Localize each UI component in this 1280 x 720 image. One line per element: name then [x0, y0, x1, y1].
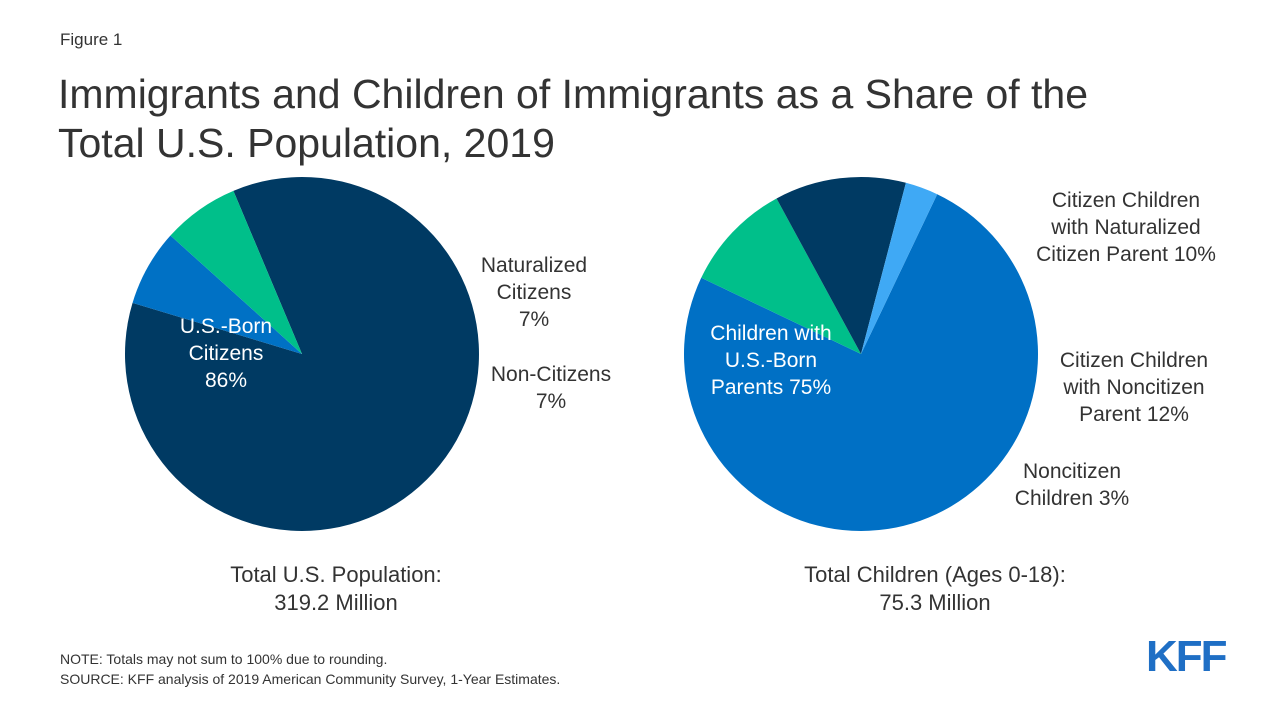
right-caption-line-2: 75.3 Million — [879, 590, 991, 615]
pie-1-slice-0-label: Children with U.S.-Born Parents 75% — [710, 322, 831, 399]
pie-1-slice-2-label: Citizen Children with Noncitizen Parent 12… — [1060, 349, 1208, 426]
pie-1-slice-3-label-line-0: Noncitizen — [1023, 460, 1121, 483]
right-chart-caption: Total Children (Ages 0-18): 75.3 Million — [735, 561, 1135, 617]
chart-title: Immigrants and Children of Immigrants as… — [58, 70, 1208, 168]
figure-label: Figure 1 — [60, 30, 123, 49]
pie-0-slice-1-label-line-1: Citizens — [497, 281, 572, 304]
pie-0-slice-2-label-line-1: 7% — [536, 390, 566, 413]
source-text: SOURCE: KFF analysis of 2019 American Co… — [60, 671, 561, 687]
pie-1-slice-0-label-line-2: Parents 75% — [711, 376, 831, 399]
pie-1-slice-0 — [683, 194, 1038, 531]
pie-1-slice-1 — [701, 198, 861, 354]
left-caption-line-1: Total U.S. Population: — [230, 562, 442, 587]
title-line-2: Total U.S. Population, 2019 — [58, 120, 555, 166]
pie-1-slice-1-label-line-2: Citizen Parent 10% — [1036, 243, 1216, 266]
pie-0-slice-1-label-line-0: Naturalized — [481, 254, 587, 277]
pie-0-slice-0-label-line-1: Citizens — [189, 342, 264, 365]
pie-0-slice-1-label: Naturalized Citizens 7% — [481, 254, 587, 331]
pie-0-slice-2 — [170, 190, 302, 354]
pie-1-slice-2-label-line-0: Citizen Children — [1060, 349, 1208, 372]
kff-logo: KFF — [1146, 632, 1228, 681]
pie-1-slice-2 — [776, 176, 906, 354]
note-text: NOTE: Totals may not sum to 100% due to … — [60, 651, 388, 667]
pie-1-slice-2-label-line-1: with Noncitizen — [1062, 376, 1204, 399]
pie-0-slice-1-label-line-2: 7% — [519, 308, 549, 331]
pie-0-slice-2-label: Non-Citizens 7% — [491, 363, 611, 413]
pie-1-slice-3-label: Noncitizen Children 3% — [1015, 460, 1129, 510]
pie-1-slice-0-label-line-1: U.S.-Born — [725, 349, 817, 372]
pie-1-slice-3-label-line-1: Children 3% — [1015, 487, 1129, 510]
pie-0-slice-0-label-line-2: 86% — [205, 369, 247, 392]
pie-0-slice-1 — [132, 235, 302, 354]
pie-1-slice-2-label-line-2: Parent 12% — [1079, 403, 1189, 426]
pie-0-slice-0-label: U.S.-Born Citizens 86% — [180, 315, 272, 392]
pie-1-slice-1-label: Citizen Children with Naturalized Citizen … — [1036, 189, 1216, 266]
pie-1-slice-1-label-line-1: with Naturalized — [1050, 216, 1200, 239]
pie-0-slice-2-label-line-0: Non-Citizens — [491, 363, 611, 386]
title-line-1: Immigrants and Children of Immigrants as… — [58, 71, 1089, 117]
right-caption-line-1: Total Children (Ages 0-18): — [804, 562, 1066, 587]
pie-0-slice-0 — [124, 177, 479, 532]
pie-1-slice-0-label-line-0: Children with — [710, 322, 831, 345]
pie-0-slice-0-label-line-0: U.S.-Born — [180, 315, 272, 338]
left-caption-line-2: 319.2 Million — [274, 590, 398, 615]
left-chart-caption: Total U.S. Population: 319.2 Million — [136, 561, 536, 617]
pie-1-slice-3 — [861, 182, 938, 354]
pie-1-slice-1-label-line-0: Citizen Children — [1052, 189, 1200, 212]
